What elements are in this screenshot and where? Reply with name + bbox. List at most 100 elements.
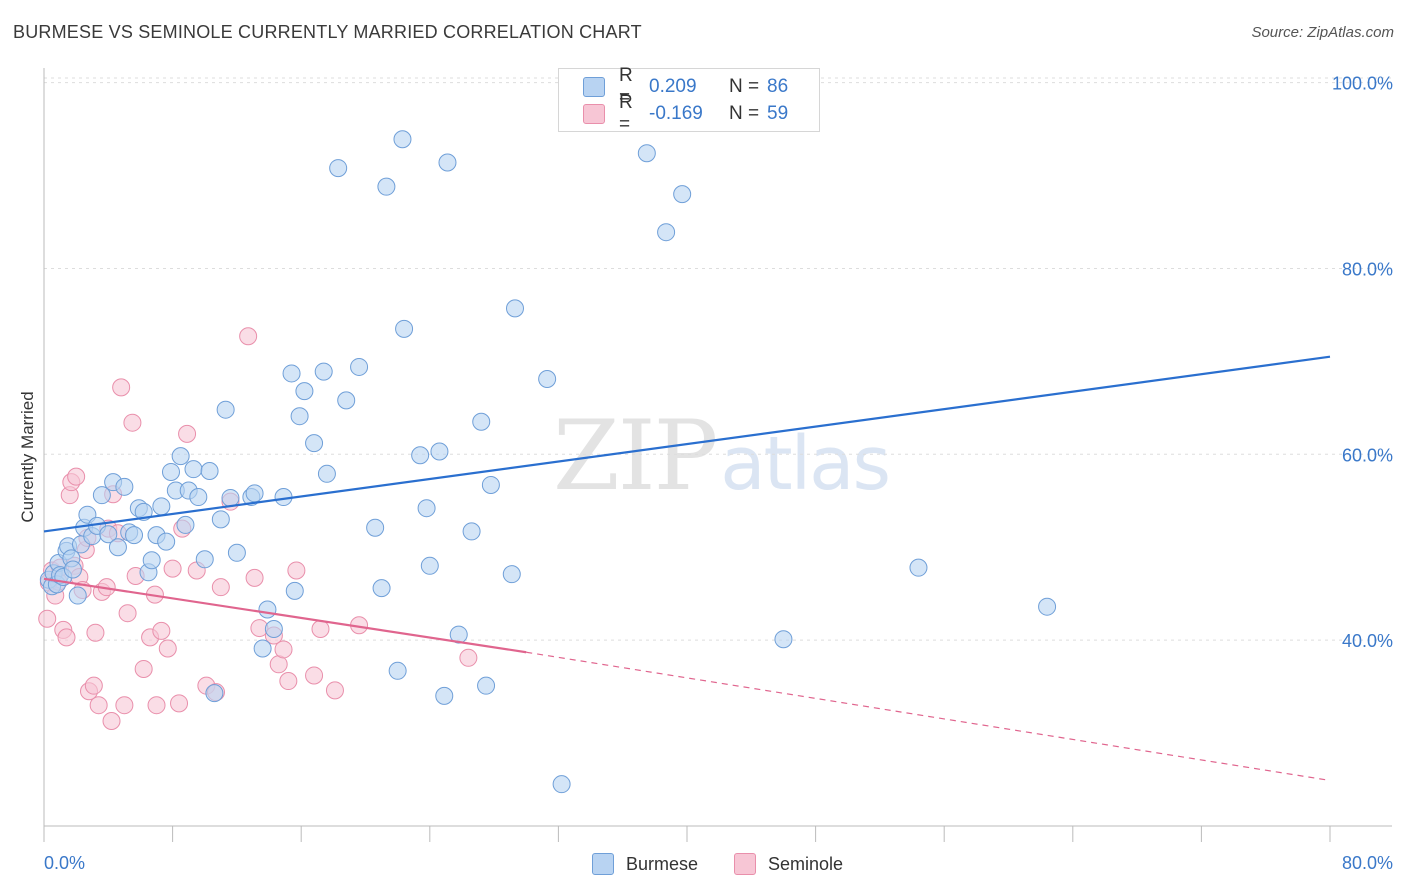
burmese-point: [372, 579, 391, 598]
burmese-legend-label: Burmese: [626, 853, 699, 874]
burmese-point: [152, 497, 171, 516]
correlation-legend: R = 0.209 N = 86 R = -0.169 N = 59: [558, 65, 820, 135]
seminole-point: [84, 676, 103, 695]
seminole-point: [134, 659, 153, 678]
seminole-point: [86, 623, 105, 642]
burmese-point: [673, 185, 692, 204]
seminole-point: [178, 424, 197, 443]
seminole-point: [89, 696, 108, 715]
burmese-point: [211, 510, 230, 529]
seminole-point: [274, 640, 293, 659]
seminole-point: [287, 561, 306, 580]
burmese-point: [552, 775, 571, 794]
burmese-point: [637, 144, 656, 163]
seminole-point: [305, 666, 324, 685]
x-tick-label: 0.0%: [44, 853, 85, 873]
legend-r-value: 0.209: [649, 76, 697, 97]
y-tick-label: 80.0%: [1342, 259, 1393, 279]
burmese-point: [221, 488, 240, 507]
legend-r-label: R =: [619, 65, 633, 108]
burmese-point: [377, 177, 396, 196]
burmese-point: [1038, 597, 1057, 616]
seminole-point: [170, 694, 189, 713]
burmese-point: [657, 223, 676, 242]
burmese-point: [435, 686, 454, 705]
seminole-point: [115, 696, 134, 715]
burmese-point: [411, 446, 430, 465]
seminole-point: [102, 711, 121, 730]
burmese-point: [420, 556, 439, 575]
burmese-point: [290, 407, 309, 426]
burmese-point: [205, 684, 224, 703]
seminole-legend-swatch: [734, 853, 756, 875]
burmese-point: [264, 619, 283, 638]
y-tick-label: 100.0%: [1332, 74, 1393, 94]
legend-n-label: N =: [729, 76, 760, 97]
legend-n-value: 86: [767, 76, 789, 97]
burmese-point: [472, 412, 491, 431]
seminole-point: [147, 696, 166, 715]
burmese-point: [189, 488, 208, 507]
burmese-point: [366, 518, 385, 537]
y-tick-label: 40.0%: [1342, 631, 1393, 651]
seminole-point: [158, 639, 177, 658]
burmese-point: [538, 370, 557, 389]
burmese-point: [282, 364, 301, 383]
burmese-point: [774, 630, 793, 649]
burmese-point: [184, 460, 203, 479]
burmese-point: [99, 525, 118, 544]
bottom-legend-burmese: Burmese: [592, 852, 698, 876]
x-tick-label: 80.0%: [1342, 853, 1393, 873]
burmese-point: [161, 462, 180, 481]
source-label: Source: ZipAtlas.com: [1251, 24, 1394, 41]
burmese-point: [245, 484, 264, 503]
seminole-point: [325, 681, 344, 700]
burmese-legend-swatch: [592, 853, 614, 875]
seminole-point: [163, 559, 182, 578]
burmese-point: [171, 447, 190, 466]
burmese-point: [125, 526, 144, 545]
burmese-point: [200, 462, 219, 481]
burmese-point: [329, 159, 348, 178]
burmese-point: [134, 502, 153, 521]
burmese-point: [108, 538, 127, 557]
watermark-zip: ZIP: [553, 400, 718, 512]
seminole-legend-label: Seminole: [768, 853, 844, 874]
seminole-point: [152, 621, 171, 640]
burmese-point: [388, 661, 407, 680]
burmese-point: [502, 565, 521, 584]
legend-n-label: N =: [729, 103, 760, 124]
burmese-point: [909, 558, 928, 577]
burmese-point: [462, 522, 481, 541]
legend-row-seminole: R = -0.169 N = 59: [583, 92, 788, 135]
seminole-point: [123, 413, 142, 432]
seminole-point: [459, 648, 478, 667]
seminole-point: [245, 568, 264, 587]
y-tick-label: 60.0%: [1342, 445, 1393, 465]
burmese-point: [417, 499, 436, 518]
burmese-point: [395, 319, 414, 338]
seminole-point: [67, 467, 86, 486]
seminole-point: [279, 672, 298, 691]
bottom-legend-seminole: Seminole: [734, 852, 843, 876]
seminole-point: [311, 619, 330, 638]
burmese-point: [68, 586, 87, 605]
legend-r-value: -0.169: [649, 103, 703, 124]
seminole-trend-line: [43, 577, 527, 654]
seminole-swatch: [583, 104, 605, 124]
burmese-point: [157, 532, 176, 551]
burmese-point: [285, 581, 304, 600]
seminole-point: [38, 609, 57, 628]
burmese-point: [295, 382, 314, 401]
burmese-point: [449, 625, 468, 644]
seminole-point: [239, 327, 258, 346]
burmese-point: [477, 676, 496, 695]
burmese-point: [227, 543, 246, 562]
seminole-point: [211, 578, 230, 597]
seminole-point: [118, 604, 137, 623]
burmese-point: [393, 130, 412, 149]
burmese-trend-line: [43, 355, 1331, 533]
burmese-point: [438, 153, 457, 172]
burmese-point: [63, 560, 82, 579]
